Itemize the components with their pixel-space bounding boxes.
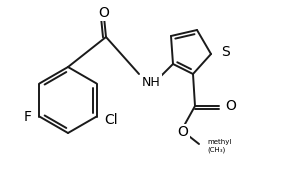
- Text: O: O: [177, 125, 188, 139]
- Text: O: O: [225, 99, 236, 113]
- Text: O: O: [99, 6, 110, 20]
- Text: methyl
(CH₃): methyl (CH₃): [207, 139, 231, 153]
- Text: S: S: [221, 45, 230, 59]
- Text: Cl: Cl: [105, 112, 118, 127]
- Text: F: F: [24, 109, 32, 124]
- Text: NH: NH: [142, 76, 160, 89]
